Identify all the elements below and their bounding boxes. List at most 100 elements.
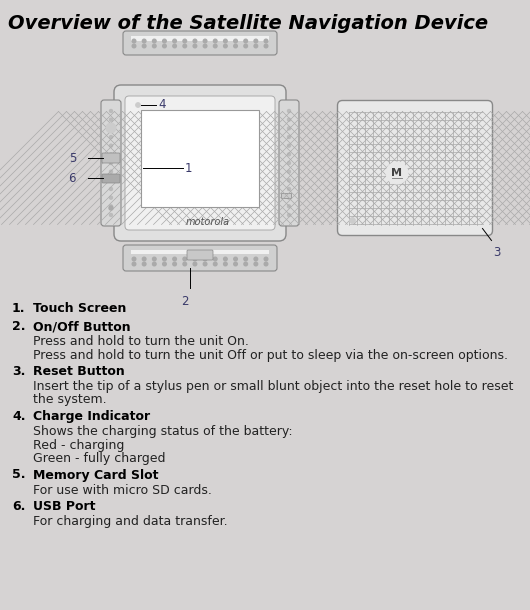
FancyBboxPatch shape	[338, 101, 492, 235]
Circle shape	[132, 262, 136, 266]
Circle shape	[287, 135, 290, 138]
Circle shape	[183, 44, 187, 48]
Circle shape	[110, 162, 112, 165]
Circle shape	[244, 257, 248, 261]
Circle shape	[153, 262, 156, 266]
Circle shape	[287, 170, 290, 173]
Circle shape	[110, 214, 112, 217]
Circle shape	[143, 39, 146, 43]
Text: 5.: 5.	[12, 468, 25, 481]
Circle shape	[287, 179, 290, 182]
Circle shape	[224, 262, 227, 266]
Circle shape	[287, 144, 290, 147]
Circle shape	[386, 162, 408, 184]
Text: Press and hold to turn the unit On.: Press and hold to turn the unit On.	[33, 335, 249, 348]
Circle shape	[110, 187, 112, 190]
Circle shape	[254, 257, 258, 261]
FancyBboxPatch shape	[114, 85, 286, 241]
Text: 6: 6	[68, 171, 76, 184]
Circle shape	[106, 123, 116, 133]
Circle shape	[264, 39, 268, 43]
Circle shape	[110, 118, 112, 121]
Circle shape	[224, 44, 227, 48]
Text: Charge Indicator: Charge Indicator	[33, 410, 150, 423]
Circle shape	[183, 39, 187, 43]
Circle shape	[110, 110, 112, 112]
Circle shape	[244, 44, 248, 48]
Text: Press and hold to turn the unit Off or put to sleep via the on-screen options.: Press and hold to turn the unit Off or p…	[33, 348, 508, 362]
Circle shape	[193, 39, 197, 43]
Circle shape	[214, 262, 217, 266]
Text: the system.: the system.	[33, 393, 107, 406]
Text: 2.: 2.	[12, 320, 25, 333]
Circle shape	[163, 39, 166, 43]
Circle shape	[224, 39, 227, 43]
Circle shape	[110, 205, 112, 208]
Circle shape	[254, 262, 258, 266]
Text: Touch Screen: Touch Screen	[33, 302, 126, 315]
Circle shape	[193, 262, 197, 266]
Text: Reset Button: Reset Button	[33, 365, 125, 378]
Bar	[131, 36, 269, 41]
Circle shape	[163, 44, 166, 48]
Circle shape	[110, 127, 112, 130]
Circle shape	[153, 257, 156, 261]
Circle shape	[204, 262, 207, 266]
Circle shape	[204, 257, 207, 261]
Text: 6.: 6.	[12, 500, 25, 513]
Text: Overview of the Satellite Navigation Device: Overview of the Satellite Navigation Dev…	[8, 14, 488, 33]
Text: On/Off Button: On/Off Button	[33, 320, 130, 333]
Circle shape	[153, 39, 156, 43]
Circle shape	[110, 144, 112, 147]
Circle shape	[204, 44, 207, 48]
Circle shape	[287, 196, 290, 199]
Text: 3: 3	[493, 245, 501, 259]
FancyBboxPatch shape	[279, 100, 299, 226]
Bar	[281, 193, 291, 198]
Text: For use with micro SD cards.: For use with micro SD cards.	[33, 484, 212, 497]
FancyBboxPatch shape	[101, 100, 121, 226]
Text: 1: 1	[185, 162, 192, 174]
Circle shape	[193, 44, 197, 48]
FancyBboxPatch shape	[187, 250, 213, 260]
Circle shape	[132, 44, 136, 48]
Circle shape	[110, 170, 112, 173]
FancyBboxPatch shape	[123, 245, 277, 271]
Text: motorola: motorola	[186, 217, 230, 227]
Circle shape	[264, 44, 268, 48]
Text: Green - fully charged: Green - fully charged	[33, 452, 165, 465]
Circle shape	[173, 262, 176, 266]
Circle shape	[143, 262, 146, 266]
Circle shape	[143, 44, 146, 48]
Text: 3.: 3.	[12, 365, 25, 378]
Circle shape	[287, 153, 290, 156]
Circle shape	[254, 39, 258, 43]
Text: For charging and data transfer.: For charging and data transfer.	[33, 515, 227, 528]
Circle shape	[264, 262, 268, 266]
Circle shape	[109, 206, 113, 210]
Text: Shows the charging status of the battery:: Shows the charging status of the battery…	[33, 425, 293, 438]
Circle shape	[287, 205, 290, 208]
Circle shape	[173, 39, 176, 43]
Text: 5: 5	[68, 151, 76, 165]
Circle shape	[244, 262, 248, 266]
Text: 2: 2	[181, 295, 189, 308]
Circle shape	[287, 118, 290, 121]
Circle shape	[163, 257, 166, 261]
Circle shape	[244, 39, 248, 43]
Circle shape	[183, 257, 187, 261]
Text: M: M	[392, 168, 402, 178]
Circle shape	[214, 39, 217, 43]
Circle shape	[110, 153, 112, 156]
FancyBboxPatch shape	[102, 153, 120, 163]
Text: 4.: 4.	[12, 410, 25, 423]
Circle shape	[224, 257, 227, 261]
Text: Insert the tip of a stylus pen or small blunt object into the reset hole to rese: Insert the tip of a stylus pen or small …	[33, 380, 514, 393]
Text: USB Port: USB Port	[33, 500, 95, 513]
Circle shape	[183, 262, 187, 266]
Circle shape	[132, 257, 136, 261]
Circle shape	[287, 214, 290, 217]
Circle shape	[110, 179, 112, 182]
Circle shape	[136, 102, 140, 107]
Bar	[131, 250, 269, 254]
